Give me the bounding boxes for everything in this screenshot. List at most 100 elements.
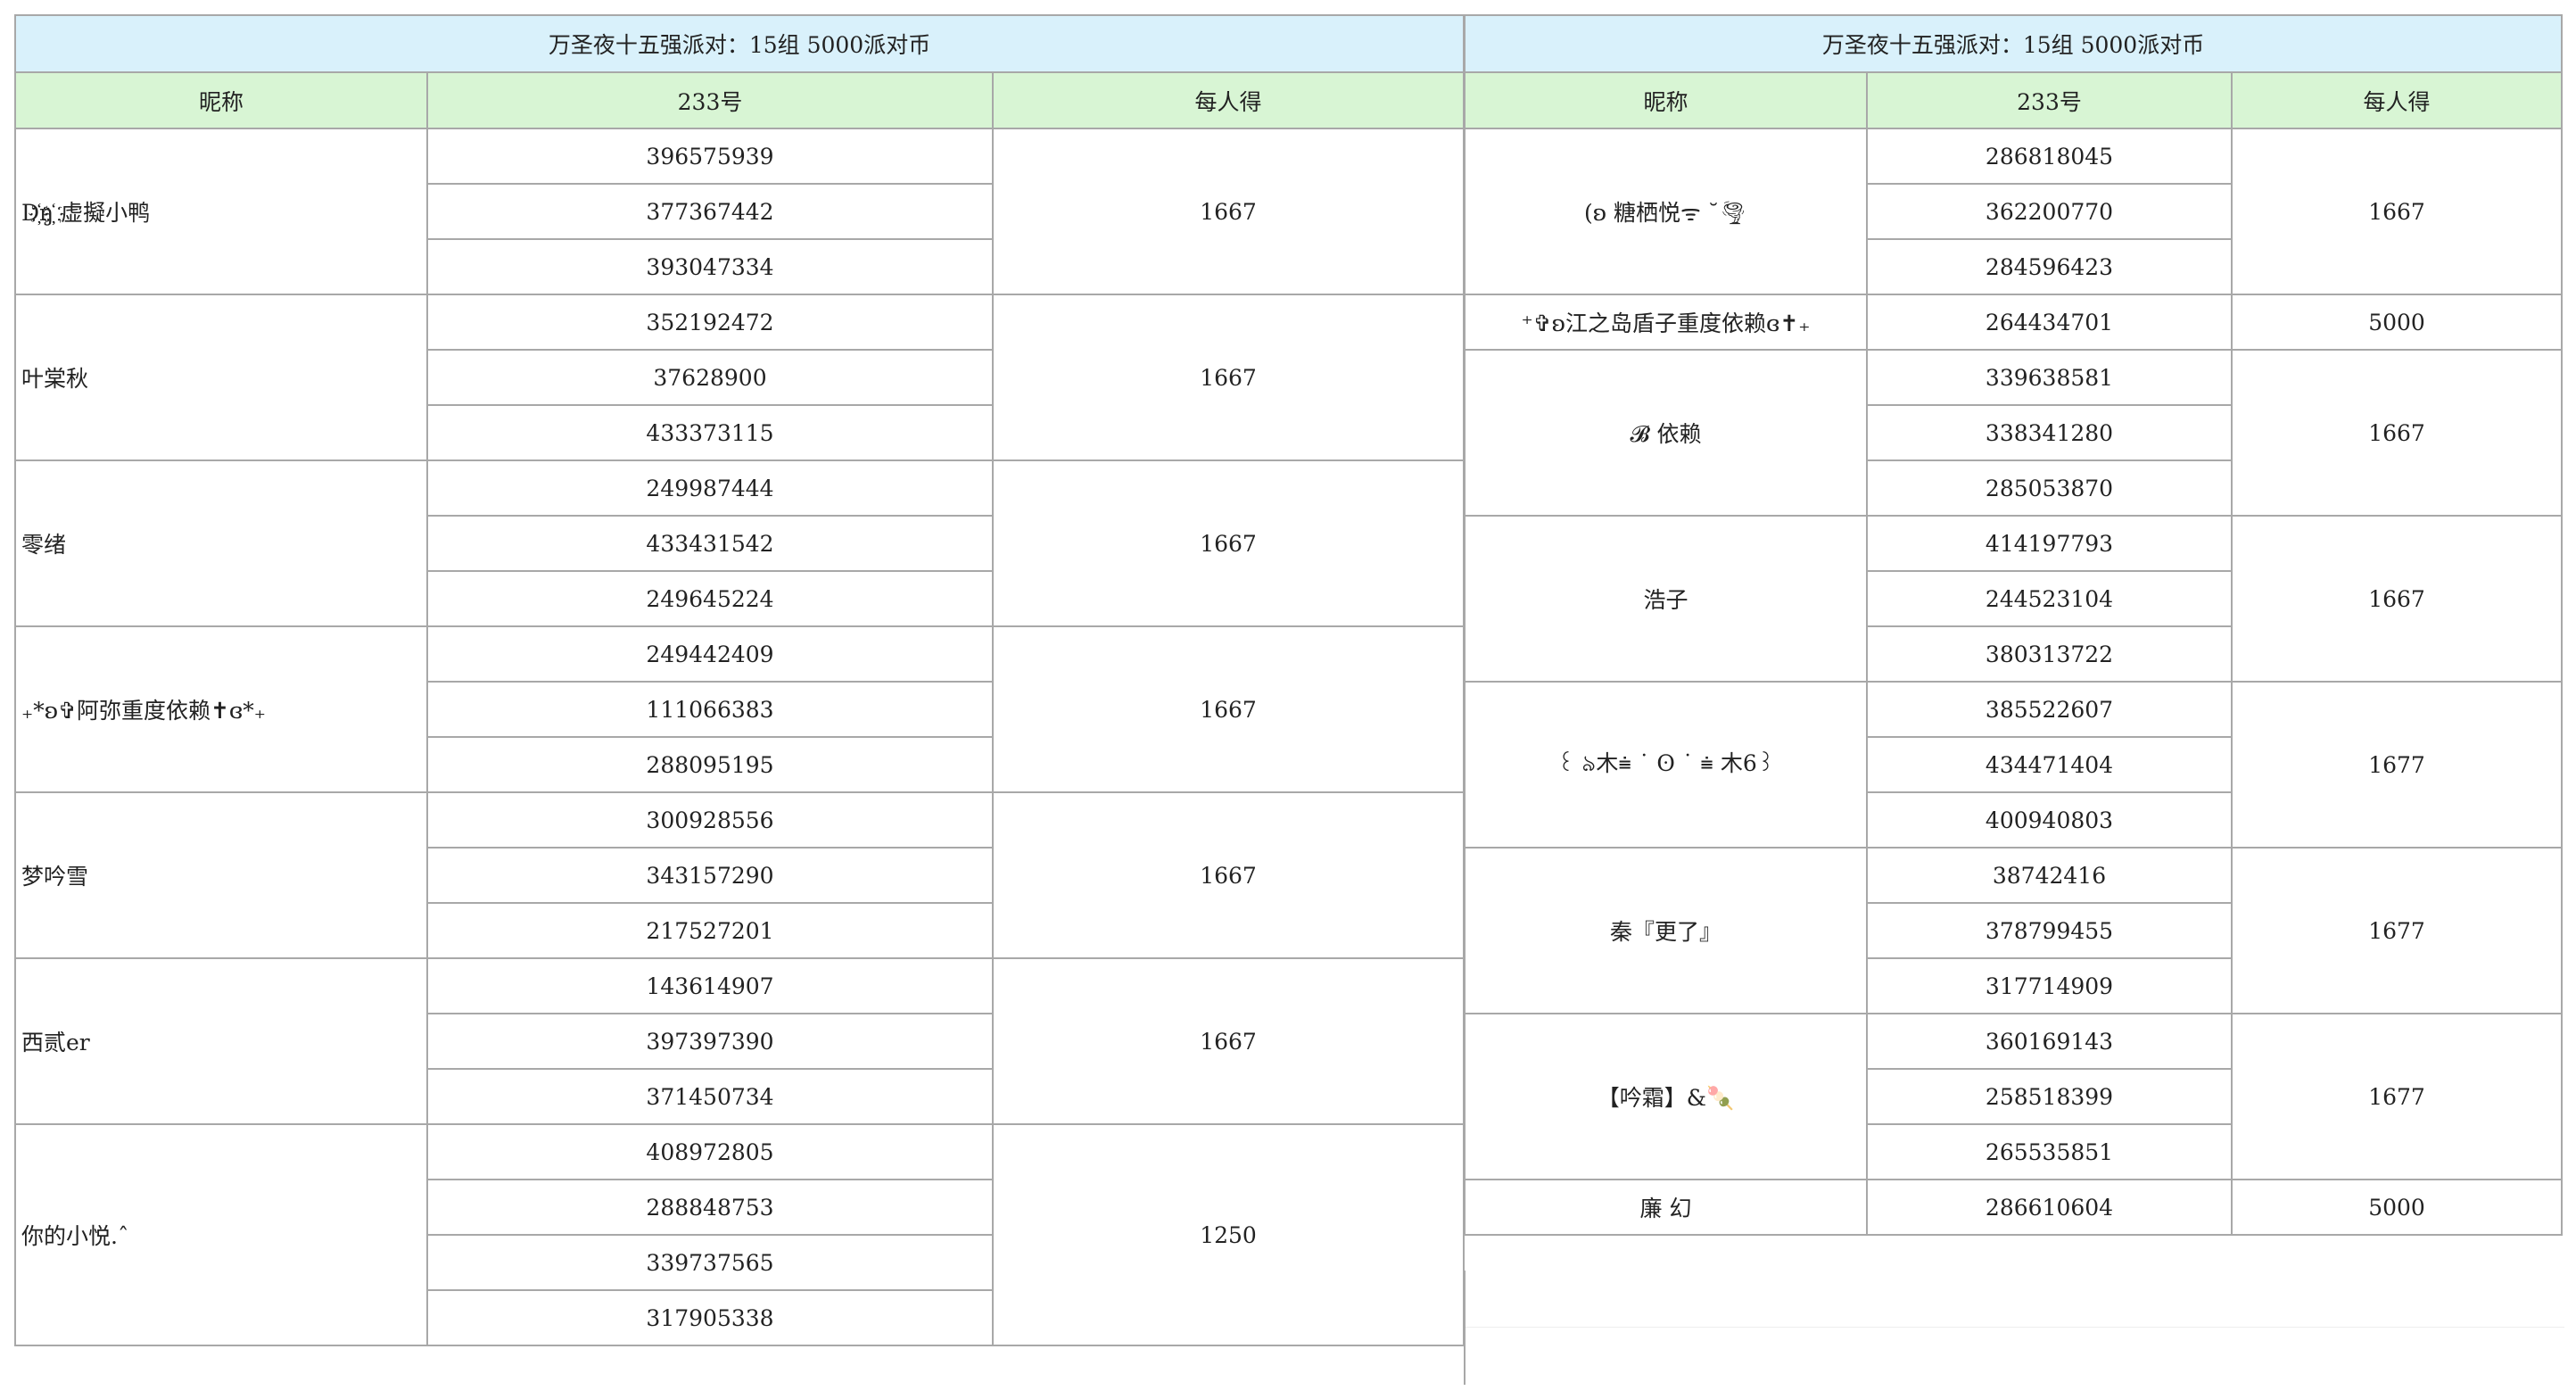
table-row: 339737565 xyxy=(15,1234,1464,1291)
left-reward-table: 万圣夜十五强派对：15组 5000派对币 昵称 233号 每人得 D҉ŋ҉ 虚擬小鸭 39… xyxy=(13,14,1466,1346)
nickname-cell: ₊*ʚ✞阿弥重度依赖✝ɞ*₊ xyxy=(14,625,428,793)
id-cell: 397397390 xyxy=(426,1013,994,1070)
id-cell: 434471404 xyxy=(1866,736,2233,793)
id-cell: 317714909 xyxy=(1866,957,2233,1014)
nickname-cell: 叶棠秋 xyxy=(14,294,428,461)
each-amount-cell: 1667 xyxy=(991,459,1466,627)
table-row: 288095195 xyxy=(15,736,1464,793)
table-row: 111066383 xyxy=(15,681,1464,738)
nickname-cell: 浩子 xyxy=(1464,515,1868,683)
table-row: 400940803 xyxy=(1465,791,2562,849)
id-cell: 362200770 xyxy=(1866,183,2233,240)
table-row: 397397390 xyxy=(15,1013,1464,1070)
id-cell: 371450734 xyxy=(426,1068,994,1125)
id-cell: 264434701 xyxy=(1866,294,2233,351)
id-cell: 414197793 xyxy=(1866,515,2233,572)
table-row: D҉ŋ҉ 虚擬小鸭 396575939 1667 xyxy=(14,128,1466,295)
each-amount-cell: 1667 xyxy=(2230,515,2564,683)
table-row: 433431542 xyxy=(15,515,1464,572)
id-cell: 288095195 xyxy=(426,736,994,793)
id-cell: 265535851 xyxy=(1866,1123,2233,1180)
id-cell: 393047334 xyxy=(426,238,994,295)
each-amount-cell: 1677 xyxy=(2230,681,2564,849)
each-amount-cell: 1677 xyxy=(2230,847,2564,1014)
each-amount-cell: 1667 xyxy=(2230,128,2564,295)
column-header-each: 每人得 xyxy=(991,71,1466,129)
nickname-cell: 【吟霜】&🍡 xyxy=(1464,1013,1868,1180)
id-cell: 111066383 xyxy=(426,681,994,738)
each-amount-cell: 1667 xyxy=(991,957,1466,1125)
table-title: 万圣夜十五强派对：15组 5000派对币 xyxy=(13,14,1466,73)
id-cell: 37628900 xyxy=(426,349,994,406)
id-cell: 143614907 xyxy=(426,957,994,1014)
each-amount-cell: 1667 xyxy=(991,791,1466,959)
id-cell: 286610604 xyxy=(1866,1179,2233,1236)
table-row: 317714909 xyxy=(1465,957,2562,1014)
table-row: (ʚ 糖栖悦ᯤ ˘🌪 286818045 1667 xyxy=(1464,128,2564,295)
id-cell: 38742416 xyxy=(1866,847,2233,904)
table-row: 你的小悦.ˆ 408972805 1250 xyxy=(14,1123,1466,1346)
column-header-id: 233号 xyxy=(426,71,994,129)
nickname-cell: 零绪 xyxy=(14,459,428,627)
id-cell: 286818045 xyxy=(1866,128,2233,185)
header-row: 昵称 233号 每人得 xyxy=(1464,71,2564,129)
id-cell: 339737565 xyxy=(426,1234,994,1291)
nickname-cell: 秦『更了』 xyxy=(1464,847,1868,1014)
table-row: 265535851 xyxy=(1465,1123,2562,1180)
column-header-id: 233号 xyxy=(1866,71,2233,129)
empty-rows-area xyxy=(1464,1271,2564,1385)
table-row: 317905338 xyxy=(15,1289,1464,1346)
each-amount-cell: 1667 xyxy=(991,128,1466,295)
id-cell: 360169143 xyxy=(1866,1013,2233,1070)
table-row: 37628900 xyxy=(15,349,1464,406)
id-cell: 400940803 xyxy=(1866,791,2233,849)
id-cell: 217527201 xyxy=(426,902,994,959)
id-cell: 300928556 xyxy=(426,791,994,849)
nickname-cell: 你的小悦.ˆ xyxy=(14,1123,428,1346)
id-cell: 385522607 xyxy=(1866,681,2233,738)
nickname-cell: ꒰ ৯木⩧ ˙ ʘ ˙ ⩧ 木6꒱ xyxy=(1464,681,1868,849)
id-cell: 244523104 xyxy=(1866,570,2233,627)
table-row: 249645224 xyxy=(15,570,1464,627)
each-amount-cell: 5000 xyxy=(2230,294,2564,351)
table-row: 285053870 xyxy=(1465,459,2562,517)
id-cell: 338341280 xyxy=(1866,404,2233,461)
table-row: 377367442 xyxy=(15,183,1464,240)
header-row: 昵称 233号 每人得 xyxy=(14,71,1466,129)
each-amount-cell: 1667 xyxy=(991,294,1466,461)
id-cell: 343157290 xyxy=(426,847,994,904)
id-cell: 352192472 xyxy=(426,294,994,351)
table-row: 338341280 xyxy=(1465,404,2562,461)
each-amount-cell: 1677 xyxy=(2230,1013,2564,1180)
id-cell: 249645224 xyxy=(426,570,994,627)
nickname-cell: D҉ŋ҉ 虚擬小鸭 xyxy=(14,128,428,295)
column-header-nickname: 昵称 xyxy=(1464,71,1868,129)
id-cell: 433373115 xyxy=(426,404,994,461)
table-row: 浩子 414197793 1667 xyxy=(1464,515,2564,683)
table-row: 梦吟雪 300928556 1667 xyxy=(14,791,1466,959)
table-row: 西贰er 143614907 1667 xyxy=(14,957,1466,1125)
faint-row-line xyxy=(1466,1327,2564,1328)
each-amount-cell: 5000 xyxy=(2230,1179,2564,1236)
id-cell: 285053870 xyxy=(1866,459,2233,517)
table-row: 叶棠秋 352192472 1667 xyxy=(14,294,1466,461)
table-row: 258518399 xyxy=(1465,1068,2562,1125)
table-row: 434471404 xyxy=(1465,736,2562,793)
table-row: 𝓑 依赖 339638581 1667 xyxy=(1464,349,2564,517)
table-title: 万圣夜十五强派对：15组 5000派对币 xyxy=(1463,14,2564,73)
table-row: 343157290 xyxy=(15,847,1464,904)
id-cell: 284596423 xyxy=(1866,238,2233,295)
id-cell: 339638581 xyxy=(1866,349,2233,406)
id-cell: 249987444 xyxy=(426,459,994,517)
each-amount-cell: 1667 xyxy=(991,625,1466,793)
table-row: 288848753 xyxy=(15,1179,1464,1236)
id-cell: 377367442 xyxy=(426,183,994,240)
table-row: 362200770 xyxy=(1465,183,2562,240)
table-row: 433373115 xyxy=(15,404,1464,461)
table-row: 393047334 xyxy=(15,238,1464,295)
id-cell: 380313722 xyxy=(1866,625,2233,683)
table-row: 秦『更了』 38742416 1677 xyxy=(1464,847,2564,1014)
table-row: 廉 幻 286610604 5000 xyxy=(1464,1179,2564,1236)
id-cell: 408972805 xyxy=(426,1123,994,1180)
table-row: 378799455 xyxy=(1465,902,2562,959)
